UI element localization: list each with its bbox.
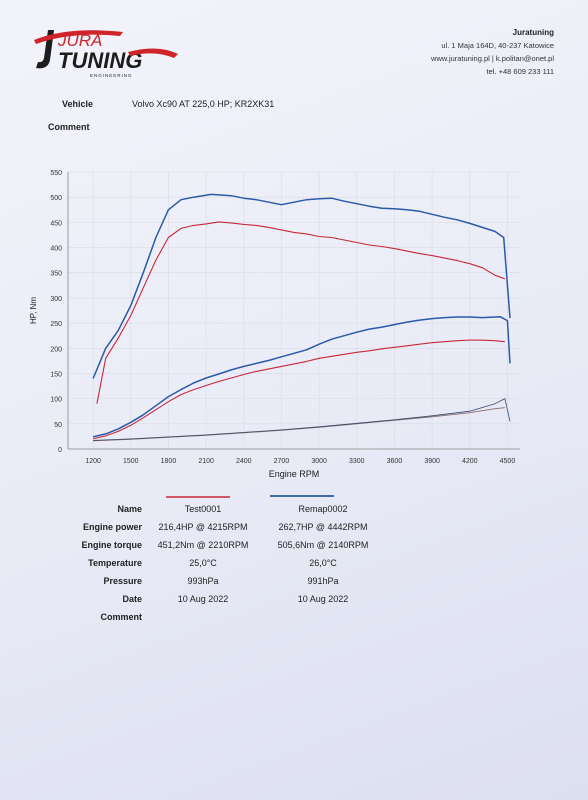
juratuning-logo: JURA TUNING ENGINEERING: [34, 30, 178, 78]
series-torque-remap: [92, 193, 511, 379]
value-test: 25,0°C: [189, 558, 217, 568]
x-tick-label: 2400: [236, 458, 252, 465]
y-tick-label: 0: [58, 447, 62, 454]
company-phone: tel. +48 609 233 111: [486, 67, 555, 76]
name-label: Name: [117, 504, 142, 514]
company-web: www.juratuning.pl | k.politan@onet.pl: [431, 54, 554, 63]
y-tick-label: 450: [50, 220, 62, 227]
value-remap: 505,6Nm @ 2140RPM: [277, 540, 369, 550]
y-axis-label: HP, Nm: [29, 297, 38, 324]
series-power-test: [92, 339, 505, 440]
y-tick-label: 250: [50, 321, 62, 328]
y-tick-label: 100: [50, 397, 62, 404]
x-tick-label: 3600: [387, 458, 403, 465]
x-axis-label: Engine RPM: [269, 469, 320, 479]
x-tick-label: 3000: [311, 458, 327, 465]
row-label: Date: [122, 594, 142, 604]
y-tick-label: 550: [50, 170, 62, 177]
x-tick-label: 3300: [349, 458, 365, 465]
value-remap: 26,0°C: [309, 558, 337, 568]
company-address: ul. 1 Maja 164D, 40-237 Katowice: [441, 41, 554, 50]
value-test: 10 Aug 2022: [177, 594, 229, 604]
comment-label-top: Comment: [48, 122, 90, 132]
legend-name-test: Test0001: [184, 504, 222, 514]
chart-series: [92, 193, 511, 442]
company-info: Juratuning ul. 1 Maja 164D, 40-237 Katow…: [431, 26, 554, 78]
value-test: 451,2Nm @ 2210RPM: [157, 540, 249, 550]
series-loss-test: [93, 398, 511, 441]
x-tick-label: 2100: [198, 458, 214, 465]
x-axis-ticks: 1200 1500 1800 2100 2400 2700 3000 3300 3600 3900…: [85, 458, 515, 465]
logo-engineering-text: ENGINEERING: [90, 73, 133, 78]
y-tick-label: 150: [50, 371, 62, 378]
series-torque-test: [96, 221, 506, 404]
row-label: Engine torque: [81, 540, 143, 550]
legend-name-remap: Remap0002: [298, 504, 348, 514]
value-test: 993hPa: [187, 576, 219, 586]
row-label: Engine power: [82, 522, 142, 532]
y-tick-label: 350: [50, 271, 62, 278]
comment-label-bottom: Comment: [100, 612, 142, 622]
series-loss-test: [93, 407, 505, 442]
legend-swatch-remap: [270, 495, 334, 497]
x-tick-label: 4200: [462, 458, 478, 465]
y-axis-ticks: 0 50 100 150 200 250 300 350 400 450 500 550: [50, 170, 62, 454]
y-tick-label: 500: [50, 195, 62, 202]
y-tick-label: 400: [50, 246, 62, 253]
value-remap: 991hPa: [307, 576, 339, 586]
company-name: Juratuning: [512, 28, 554, 37]
logo-jura-text: JURA: [57, 31, 102, 50]
value-test: 216,4HP @ 4215RPM: [158, 522, 248, 532]
row-label: Temperature: [88, 558, 142, 568]
value-remap: 262,7HP @ 4442RPM: [278, 522, 368, 532]
x-tick-label: 3900: [424, 458, 440, 465]
vehicle-value: Volvo Xc90 AT 225,0 HP; KR2XK31: [132, 99, 275, 109]
x-tick-label: 1200: [85, 458, 101, 465]
vehicle-label: Vehicle: [62, 99, 94, 109]
row-label: Pressure: [103, 576, 142, 586]
value-remap: 10 Aug 2022: [297, 594, 349, 604]
x-tick-label: 1800: [161, 458, 177, 465]
chart-grid: [67, 171, 520, 450]
legend-swatch-test: [166, 496, 230, 498]
y-tick-label: 200: [50, 346, 62, 353]
x-tick-label: 4500: [500, 458, 516, 465]
y-tick-label: 300: [50, 296, 62, 303]
series-power-remap: [92, 315, 511, 438]
y-tick-label: 50: [54, 422, 62, 429]
x-tick-label: 2700: [274, 458, 290, 465]
x-tick-label: 1500: [123, 458, 139, 465]
